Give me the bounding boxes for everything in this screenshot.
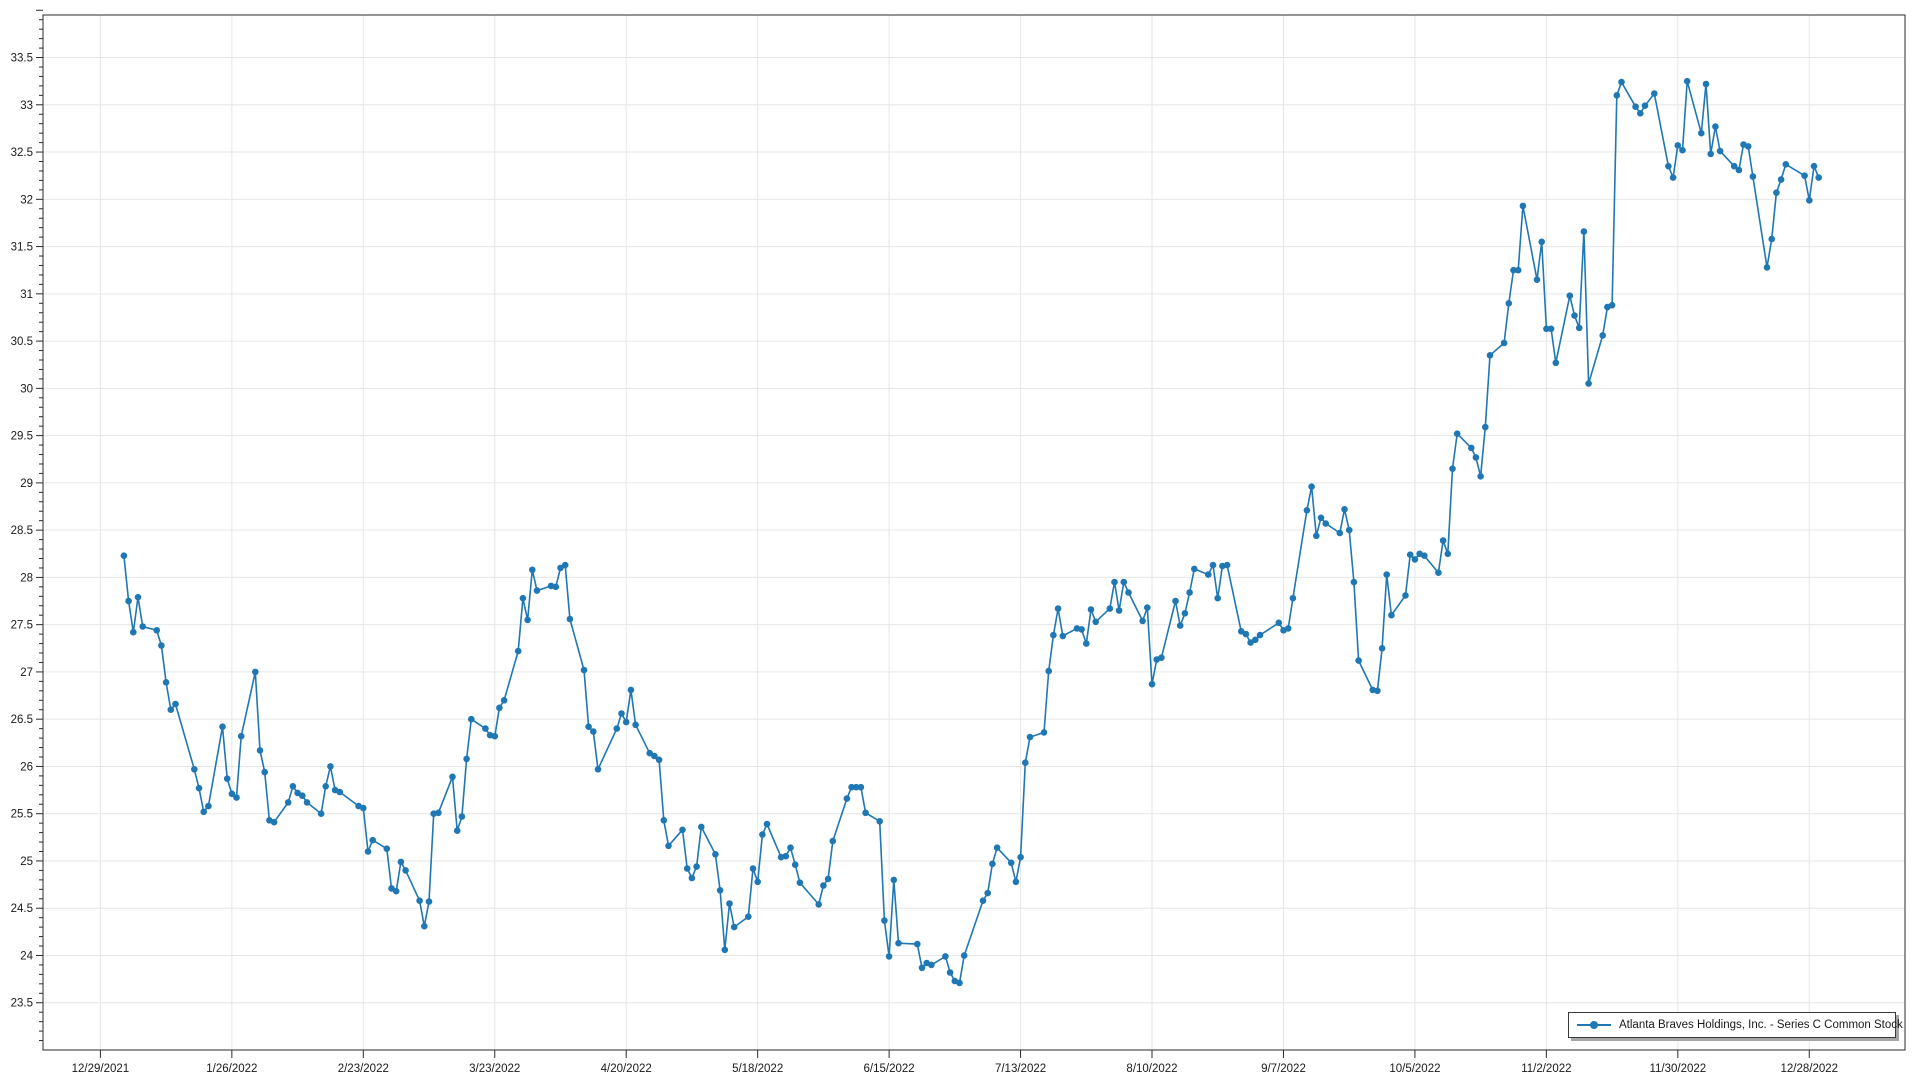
x-tick-label: 12/28/2022: [1780, 1063, 1838, 1075]
price-markers: [120, 77, 1822, 987]
x-tick-label: 10/5/2022: [1389, 1063, 1440, 1075]
x-tick-label: 9/7/2022: [1261, 1063, 1306, 1075]
x-tick-label: 6/15/2022: [864, 1063, 915, 1075]
y-tick-label: 23.5: [11, 998, 33, 1010]
x-tick-label: 11/2/2022: [1521, 1063, 1571, 1075]
y-tick-label: 27: [20, 667, 33, 679]
y-tick-label: 33: [20, 100, 33, 112]
y-axis: 23.5 24 24.5 25 25.5 26 26.5 27 27.5 28 28.5 29 29.5…: [11, 9, 43, 1042]
x-tick-label: 2/23/2022: [338, 1063, 389, 1075]
legend-series-label: Atlanta Braves Holdings, Inc. - Series C…: [1619, 1019, 1903, 1031]
legend[interactable]: Atlanta Braves Holdings, Inc. - Series C…: [1568, 1012, 1903, 1038]
y-tick-label: 29: [20, 478, 33, 490]
x-axis: 12/29/2021 1/26/2022 2/23/2022 3/23/2022 4/2…: [72, 1050, 1838, 1075]
x-tick-label: 3/23/2022: [469, 1063, 520, 1075]
y-tick-label: 24: [20, 950, 33, 962]
gridlines: [43, 15, 1905, 1050]
legend-series-marker-icon: [1577, 1020, 1611, 1030]
y-tick-label: 26.5: [11, 714, 33, 726]
x-tick-label: 4/20/2022: [601, 1063, 652, 1075]
y-tick-label: 32: [20, 194, 33, 206]
y-tick-label: 24.5: [11, 903, 33, 915]
price-line: [123, 80, 1820, 984]
y-tick-label: 25: [20, 856, 33, 868]
x-tick-label: 1/26/2022: [206, 1063, 257, 1075]
y-tick-label: 30.5: [11, 336, 33, 348]
x-tick-label: 8/10/2022: [1126, 1063, 1177, 1075]
y-tick-label: 30: [20, 383, 33, 395]
y-tick-label: 26: [20, 761, 33, 773]
y-tick-label: 31: [20, 289, 33, 301]
y-tick-label: 27.5: [11, 620, 33, 632]
y-tick-label: 28.5: [11, 525, 33, 537]
y-tick-label: 31.5: [11, 242, 33, 254]
y-tick-label: 28: [20, 572, 33, 584]
x-tick-label: 7/13/2022: [995, 1063, 1046, 1075]
y-tick-label: 25.5: [11, 809, 33, 821]
x-tick-label: 12/29/2021: [72, 1063, 130, 1075]
y-tick-label: 32.5: [11, 147, 33, 159]
plot-border: [42, 14, 1906, 1051]
x-tick-label: 5/18/2022: [732, 1063, 783, 1075]
x-tick-label: 11/30/2022: [1649, 1063, 1706, 1075]
y-tick-label: 33.5: [11, 53, 33, 65]
y-tick-label: 29.5: [11, 431, 33, 443]
